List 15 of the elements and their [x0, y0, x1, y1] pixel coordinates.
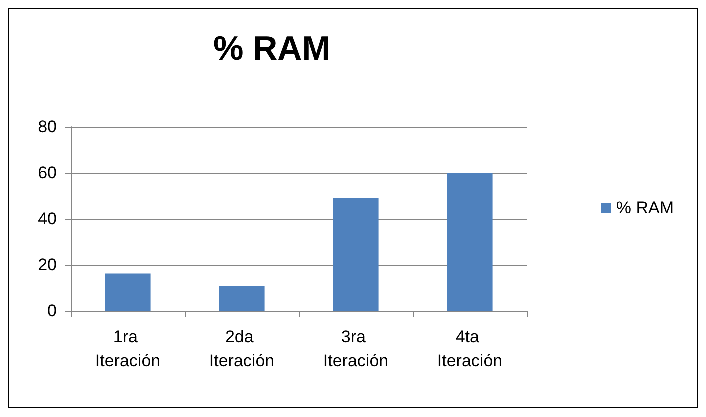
legend-label: % RAM: [616, 198, 674, 218]
y-tick-label: 40: [38, 210, 57, 228]
y-tick-label: 0: [48, 302, 57, 320]
bar: [105, 274, 151, 311]
x-tick-label: 4ta Iteración: [437, 328, 503, 370]
y-tick-label: 20: [38, 256, 57, 274]
y-tick-label: 60: [38, 164, 57, 182]
x-tick-label: 2da Iteración: [209, 328, 275, 370]
y-tick-label: 80: [38, 118, 57, 136]
bar: [333, 198, 379, 311]
x-tick-label: 3ra Iteración: [323, 328, 389, 370]
x-tick-label: 1ra Iteración: [95, 328, 161, 370]
chart-title: % RAM: [213, 30, 331, 68]
bar: [219, 286, 265, 311]
bar: [447, 173, 493, 311]
